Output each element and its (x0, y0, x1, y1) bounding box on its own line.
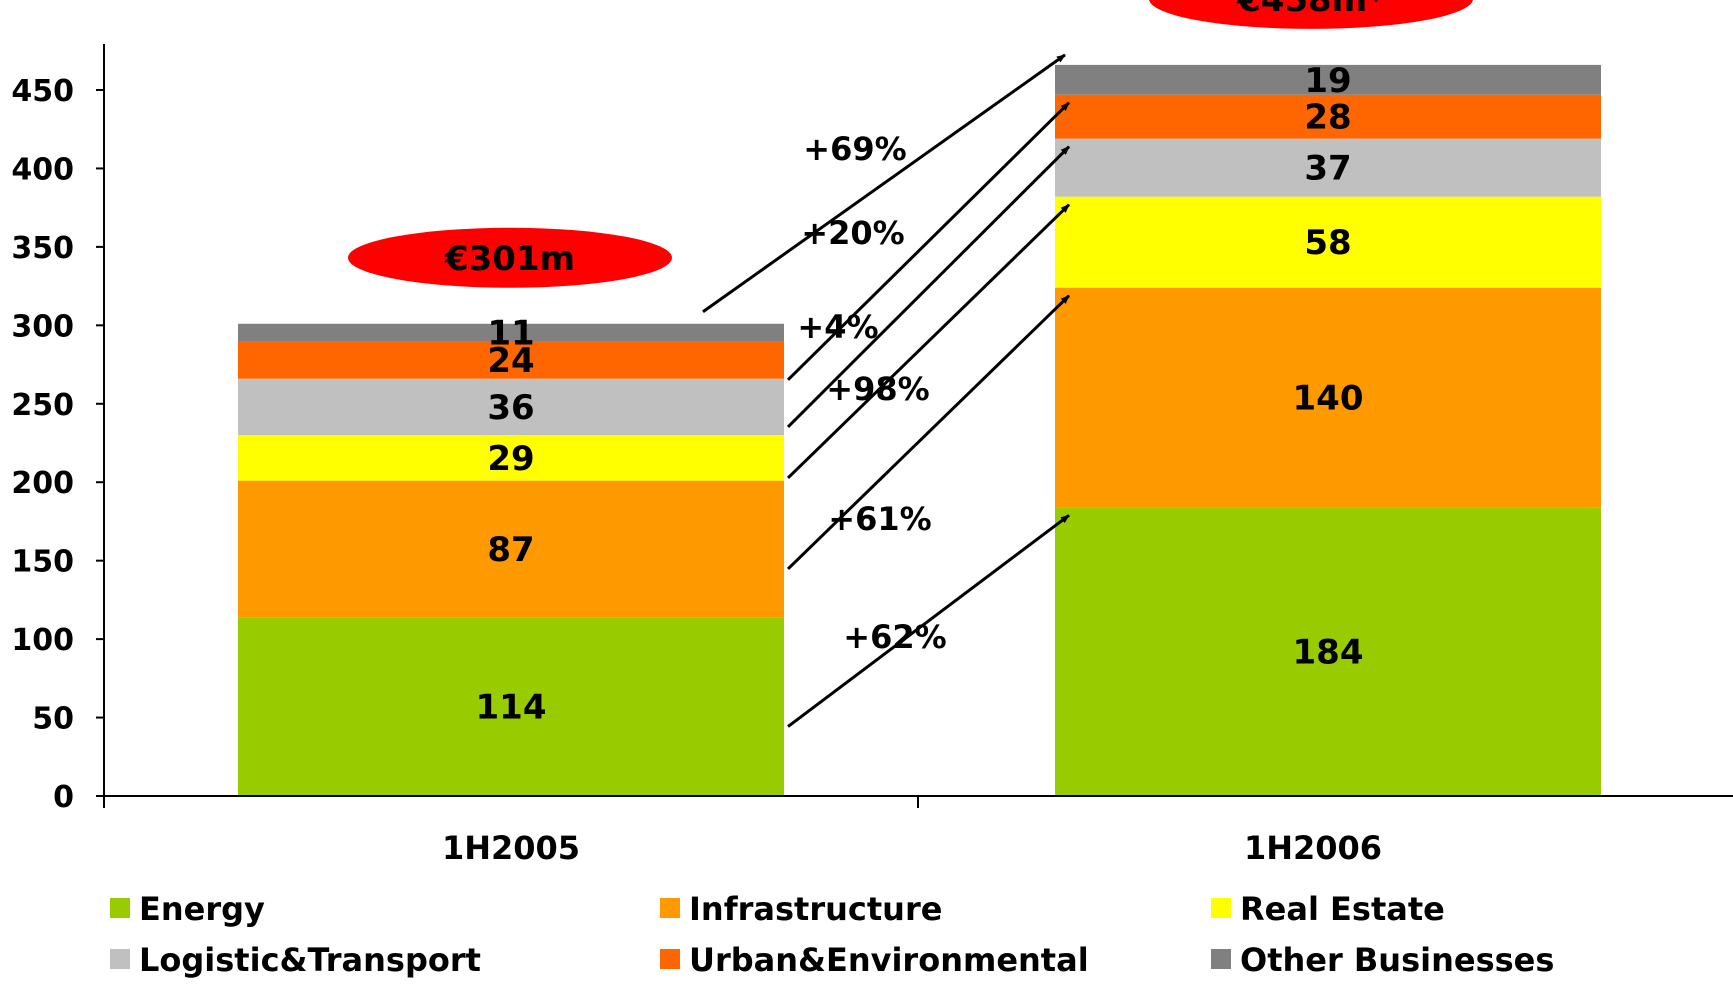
growth-label-energy: +62% (843, 618, 946, 656)
bar-segment-infrastructure-1h2005 (238, 480, 784, 618)
bar-segment-urban-environmental-1h2005 (238, 341, 784, 379)
data-label-other-businesses-1h2006: 19 (1304, 61, 1351, 101)
growth-label-urban-environmental: +20% (801, 214, 904, 252)
total-badge-1h2006 (1149, 0, 1473, 29)
growth-arrow-real-estate (786, 203, 1071, 479)
legend-swatch-other-businesses (1211, 949, 1231, 969)
data-label-logistic-transport-1h2005: 36 (487, 388, 534, 428)
growth-arrow-logistic-transport (786, 145, 1071, 428)
growth-label-infrastructure: +61% (828, 500, 931, 538)
legend-label-urban-environmental: Urban&Environmental (689, 941, 1089, 979)
y-tick-label-50: 50 (32, 702, 74, 737)
growth-arrow-urban-environmental (786, 101, 1071, 381)
legend-item-other-businesses: Other Businesses (1211, 941, 1554, 979)
legend-label-infrastructure: Infrastructure (689, 890, 942, 928)
x-tick-label-1h2005: 1H2005 (442, 829, 580, 867)
legend-item-logistic-transport: Logistic&Transport (110, 941, 481, 979)
growth-label-logistic-transport: +4% (797, 308, 878, 346)
data-label-urban-environmental-1h2006: 28 (1304, 98, 1351, 138)
growth-arrow-infrastructure (786, 294, 1071, 570)
legend-label-real-estate: Real Estate (1240, 890, 1445, 928)
y-tick-label-150: 150 (11, 545, 74, 580)
data-label-urban-environmental-1h2005: 24 (487, 341, 534, 381)
bar-segment-energy-1h2006 (1055, 507, 1601, 796)
growth-label-other-businesses: +69% (803, 130, 906, 168)
legend-item-urban-environmental: Urban&Environmental (660, 941, 1089, 979)
growth-arrow-energy (787, 514, 1070, 728)
data-label-real-estate-1h2005: 29 (487, 439, 534, 479)
y-tick-label-250: 250 (11, 388, 74, 423)
bar-segment-other-businesses-1h2006 (1055, 64, 1601, 95)
bar-segment-urban-environmental-1h2006 (1055, 94, 1601, 139)
total-label-1h2006: €458m* (1236, 0, 1385, 20)
legend-item-infrastructure: Infrastructure (660, 890, 942, 928)
bar-segment-logistic-transport-1h2006 (1055, 138, 1601, 197)
legend-item-energy: Energy (110, 890, 265, 928)
bar-segment-logistic-transport-1h2005 (238, 378, 784, 436)
y-tick-label-450: 450 (11, 74, 74, 109)
y-tick-label-350: 350 (11, 231, 74, 266)
bar-segment-real-estate-1h2006 (1055, 196, 1601, 288)
total-label-1h2005: €301m (444, 239, 575, 279)
y-tick-label-200: 200 (11, 466, 74, 501)
bar-segment-real-estate-1h2005 (238, 435, 784, 481)
data-label-infrastructure-1h2005: 87 (487, 530, 534, 570)
bar-segment-infrastructure-1h2006 (1055, 287, 1601, 508)
legend-label-logistic-transport: Logistic&Transport (139, 941, 481, 979)
bar-segment-other-businesses-1h2005 (238, 323, 784, 342)
legend-swatch-urban-environmental (660, 949, 680, 969)
y-tick-label-100: 100 (11, 623, 74, 658)
y-tick-label-400: 400 (11, 152, 74, 187)
legend-label-energy: Energy (139, 890, 265, 928)
legend-label-other-businesses: Other Businesses (1240, 941, 1554, 979)
data-label-other-businesses-1h2005: 11 (487, 313, 534, 353)
legend-swatch-infrastructure (660, 898, 680, 918)
data-label-logistic-transport-1h2006: 37 (1304, 149, 1351, 189)
legend-item-real-estate: Real Estate (1211, 890, 1445, 928)
bar-segment-energy-1h2005 (238, 617, 784, 796)
legend-swatch-energy (110, 898, 130, 918)
x-tick-label-1h2006: 1H2006 (1244, 829, 1382, 867)
data-label-infrastructure-1h2006: 140 (1293, 379, 1364, 419)
growth-arrow-other-businesses (702, 53, 1066, 313)
data-label-energy-1h2006: 184 (1293, 633, 1364, 673)
y-tick-label-0: 0 (53, 780, 74, 815)
y-tick-label-300: 300 (11, 309, 74, 344)
data-label-energy-1h2005: 114 (476, 688, 547, 728)
growth-label-real-estate: +98% (826, 370, 929, 408)
data-label-real-estate-1h2006: 58 (1304, 223, 1351, 263)
total-badge-1h2005 (348, 227, 672, 288)
legend-swatch-logistic-transport (110, 949, 130, 969)
legend-swatch-real-estate (1211, 898, 1231, 918)
